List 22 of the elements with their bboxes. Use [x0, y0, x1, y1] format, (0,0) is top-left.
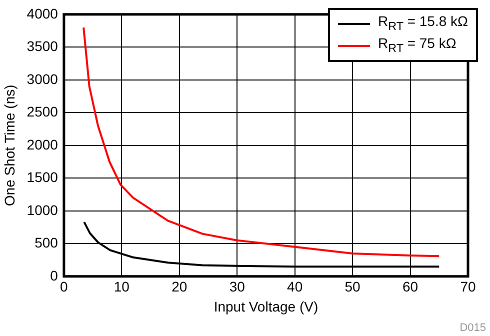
- y-tick-label: 0: [50, 267, 58, 284]
- y-tick-label: 500: [34, 234, 58, 251]
- y-tick-label: 2500: [26, 104, 58, 120]
- legend-label: R$_{RT}$ = 75 kΩ: [378, 34, 456, 57]
- x-tick-label: 40: [287, 278, 303, 295]
- text: D015: [460, 322, 486, 334]
- y-tick-label: 4000: [26, 5, 58, 22]
- x-tick-label: 0: [60, 278, 68, 295]
- x-tick-label: 20: [172, 278, 188, 295]
- y-tick-label: 1500: [26, 169, 58, 186]
- y-tick-label: 3000: [26, 70, 58, 87]
- x-tick-label: 70: [460, 278, 476, 295]
- x-axis-title: Input Voltage (V): [214, 298, 318, 314]
- x-tick-label: 30: [229, 278, 246, 295]
- legend-label: R$_{RT}$ = 15.8 kΩ: [378, 13, 468, 35]
- y-axis-title: One Shot Time (ns): [1, 84, 18, 206]
- y-tick-label: 2000: [26, 136, 58, 152]
- x-tick-label: 10: [114, 278, 130, 295]
- y-tick-label: 3500: [26, 38, 58, 54]
- x-tick-label: 60: [402, 278, 418, 295]
- y-tick-label: 1000: [26, 202, 58, 218]
- x-tick-label: 50: [344, 278, 361, 295]
